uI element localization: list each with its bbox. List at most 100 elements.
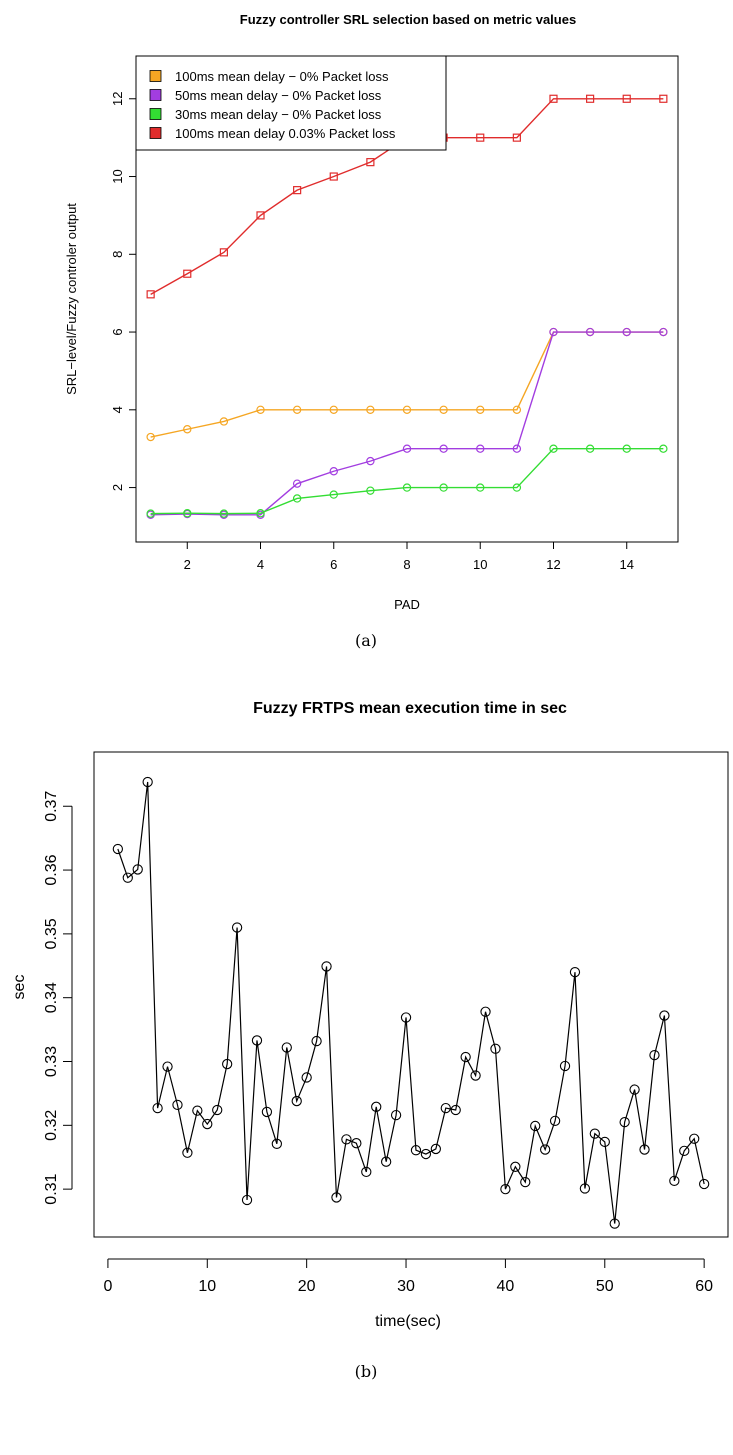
chart-b-point: [212, 1104, 223, 1116]
chart-a-point: [256, 405, 265, 415]
chart-a-legend-swatch: [149, 127, 162, 139]
chart-b-point: [381, 1156, 392, 1167]
chart-a-legend-label: 30ms mean delay − 0% Packet loss: [175, 107, 382, 122]
chart-a-legend-swatch: [149, 70, 162, 82]
chart-b-x-tick-label: 10: [198, 1278, 216, 1295]
chart-b-point: [291, 1095, 302, 1107]
chart-a-point: [512, 483, 522, 492]
chart-b-y-tick-label: 0.31: [43, 1173, 60, 1204]
chart-b-point: [619, 1116, 630, 1128]
chart-a-point: [366, 486, 375, 495]
chart-a-x-label: PAD: [394, 597, 420, 612]
chart-a-point: [183, 425, 192, 434]
chart-a-point: [219, 509, 229, 518]
chart-a-point: [146, 290, 155, 299]
chart-a-point: [146, 509, 155, 518]
chart-a-point: [439, 444, 448, 453]
chart-b-title: Fuzzy FRTPS mean execution time in sec: [253, 700, 567, 717]
chart-a-point: [549, 444, 558, 453]
chart-b-point: [222, 1058, 233, 1070]
chart-b-point: [162, 1061, 173, 1072]
chart-a-point: [366, 456, 375, 466]
chart-a-y-tick-label: 12: [110, 92, 125, 106]
chart-a-point: [402, 405, 412, 415]
chart-a-series-layer: [146, 94, 668, 519]
chart-b-point: [152, 1102, 163, 1114]
chart-b-point: [460, 1051, 471, 1063]
chart-a-point: [256, 509, 265, 518]
chart-b-plot-frame: [93, 751, 729, 1238]
chart-b-point: [420, 1148, 432, 1160]
chart-a-point: [476, 444, 485, 453]
chart-b-point: [520, 1176, 531, 1188]
chart-a-point: [622, 327, 631, 337]
chart-b-point: [480, 1006, 491, 1017]
chart-b-point: [331, 1192, 342, 1203]
chart-a-point: [622, 94, 631, 103]
chart-b-y-tick-label: 0.35: [43, 918, 60, 949]
chart-b-point: [341, 1134, 352, 1145]
chart-b-point: [440, 1102, 451, 1114]
chart-a-point: [549, 94, 558, 103]
chart-b-point: [410, 1145, 422, 1156]
chart-b-point: [231, 922, 243, 933]
chart-a-point: [586, 94, 595, 103]
chart-a-legend-swatch: [149, 89, 162, 101]
chart-b-point: [450, 1104, 461, 1116]
chart-a-x-axis: 2 4 6 8 10 12 14: [184, 542, 634, 572]
chart-b-point: [122, 872, 133, 883]
chart-b-point: [579, 1183, 591, 1194]
chart-b-x-tick-label: 60: [695, 1278, 713, 1295]
chart-a-y-tick-label: 8: [110, 251, 125, 258]
chart-a-y-tick-label: 10: [110, 169, 125, 183]
chart-b-point: [321, 961, 332, 972]
chart-a-x-tick-label: 12: [546, 557, 560, 572]
chart-a-legend-swatch: [149, 108, 162, 120]
chart-b-point: [510, 1161, 521, 1172]
chart-b-point: [559, 1060, 571, 1072]
chart-a-legend: 100ms mean delay − 0% Packet loss 50ms me…: [135, 55, 447, 151]
chart-a-point: [146, 432, 155, 442]
chart-a-point: [329, 405, 338, 415]
chart-b-point: [361, 1166, 372, 1178]
chart-b-point: [182, 1147, 193, 1158]
chart-a-point: [292, 405, 302, 415]
chart-b-y-tick-label: 0.33: [43, 1046, 60, 1077]
chart-b-point: [639, 1144, 650, 1155]
chart-a-point: [512, 133, 521, 142]
chart-b-y-label: sec: [11, 975, 28, 1000]
chart-b-x-tick-label: 30: [397, 1278, 415, 1295]
chart-a-point: [659, 327, 668, 337]
chart-b-point: [669, 1175, 680, 1186]
chart-a-point: [439, 483, 448, 492]
chart-a-title: Fuzzy controller SRL selection based on …: [240, 12, 576, 27]
chart-b-point: [390, 1109, 402, 1121]
chart-b-x-tick-label: 20: [298, 1278, 316, 1295]
chart-b-point: [251, 1035, 263, 1046]
chart-b-point: [569, 967, 581, 978]
chart-a-point: [476, 405, 485, 415]
chart-b-x-tick-label: 40: [497, 1278, 515, 1295]
chart-b-point: [142, 776, 153, 788]
chart-a: Fuzzy controller SRL selection based on …: [64, 12, 679, 650]
chart-b-point: [540, 1144, 551, 1155]
chart-b-point: [699, 1178, 710, 1190]
chart-a-x-tick-label: 6: [330, 557, 337, 572]
chart-a-point: [329, 172, 338, 181]
chart-b-point: [649, 1049, 660, 1061]
chart-a-point: [256, 211, 265, 220]
chart-b-point: [371, 1101, 382, 1112]
chart-b-point: [430, 1143, 441, 1155]
chart-a-point: [183, 269, 192, 278]
chart-b-point: [261, 1106, 273, 1118]
chart-a-point: [293, 186, 302, 195]
chart-b-point: [202, 1118, 213, 1130]
chart-a-point: [292, 494, 302, 503]
chart-b-point: [301, 1072, 312, 1083]
chart-a-point: [219, 248, 228, 257]
chart-b-point: [271, 1138, 282, 1149]
chart-b-point: [281, 1042, 292, 1053]
chart-b: Fuzzy FRTPS mean execution time in sec 0…: [11, 700, 729, 1381]
chart-a-y-tick-label: 6: [110, 328, 125, 335]
chart-b-point: [530, 1120, 541, 1132]
